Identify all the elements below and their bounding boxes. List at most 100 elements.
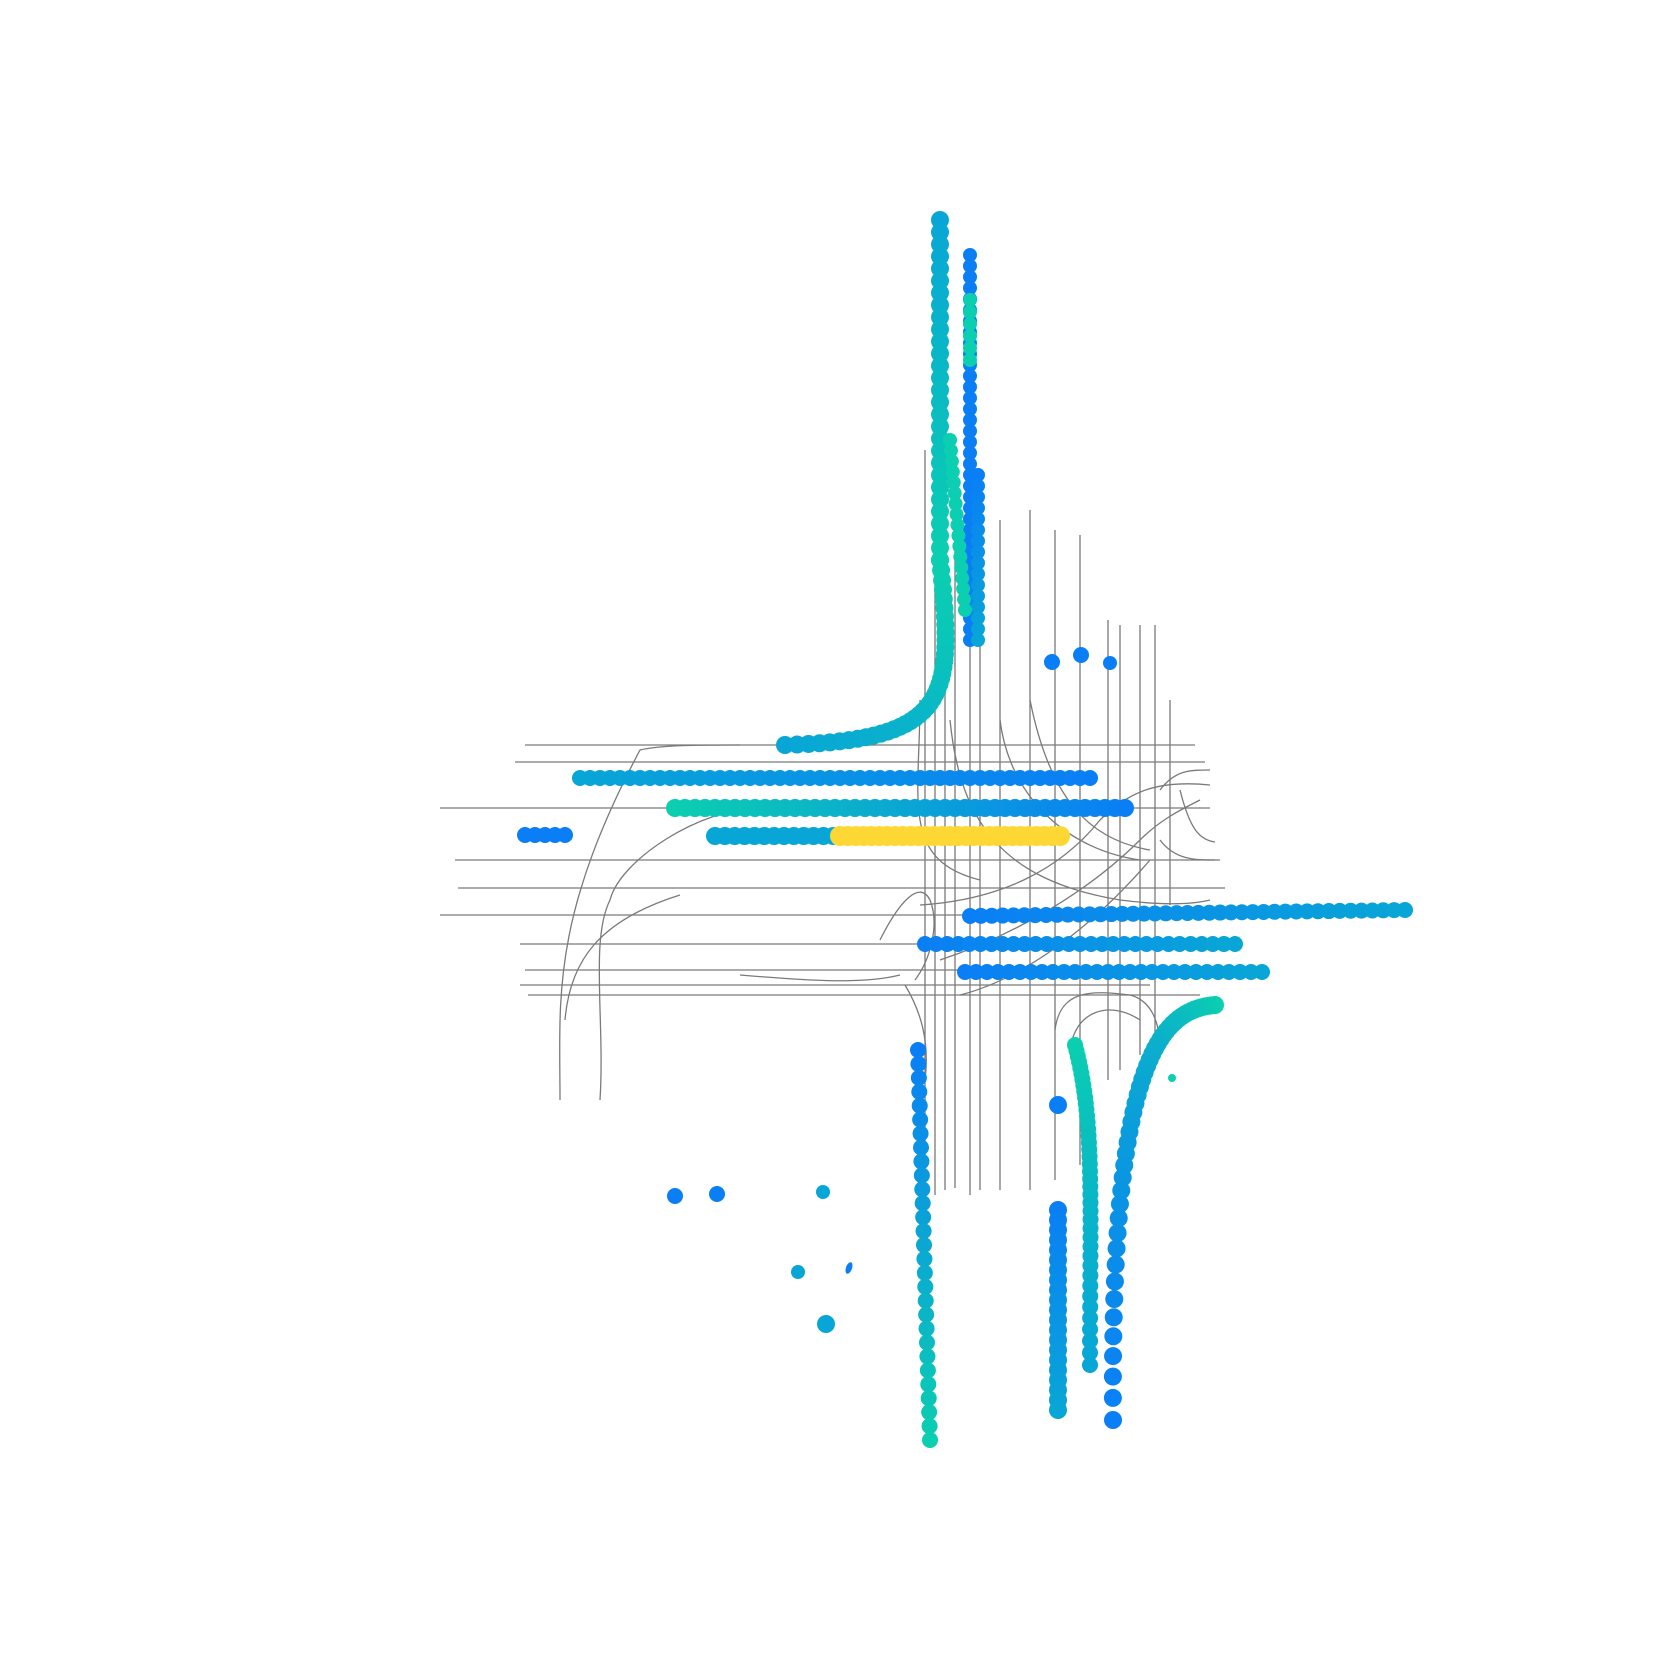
trajectory-point — [916, 1237, 932, 1253]
trajectory-point — [919, 1348, 936, 1365]
trajectory-point — [963, 248, 977, 262]
lane-connector — [1054, 992, 1161, 1051]
trajectory-point — [557, 827, 573, 843]
trajectory-point — [971, 567, 985, 581]
trajectory-point — [928, 936, 945, 952]
trajectory-point — [1056, 964, 1072, 980]
trajectory-point — [1210, 964, 1226, 980]
trajectory-point — [1049, 936, 1066, 952]
trajectory-point — [1067, 964, 1083, 980]
trajectory-point — [963, 317, 977, 331]
trajectory-point — [963, 391, 977, 405]
trajectory-point — [1127, 936, 1144, 952]
trajectory-point — [1166, 964, 1182, 980]
lane-connector — [739, 974, 901, 982]
trajectory-east-row3 — [957, 964, 1270, 980]
trajectory-north-a — [931, 211, 949, 569]
trajectory-point — [963, 424, 977, 438]
trajectory-point — [1082, 1332, 1099, 1349]
trajectory-west-row2 — [666, 799, 1134, 817]
lane-connector — [904, 984, 927, 1081]
trajectory-point — [1103, 1388, 1122, 1407]
static-agent — [817, 1315, 835, 1333]
trajectory-point — [963, 402, 977, 416]
trajectory-point — [912, 1125, 929, 1142]
trajectory-point — [939, 936, 956, 952]
trajectory-point — [1104, 1347, 1123, 1366]
trajectory-point — [919, 1334, 935, 1351]
trajectory-point — [1038, 936, 1055, 952]
trajectory-point — [1221, 964, 1237, 980]
trajectory-point — [1204, 936, 1221, 952]
trajectory-point — [963, 457, 977, 471]
trajectory-point — [971, 556, 985, 570]
trajectory-point — [918, 1320, 935, 1337]
trajectory-point — [950, 936, 967, 952]
lane-connector — [917, 699, 981, 881]
trajectory-point — [1082, 1357, 1098, 1373]
trajectory-point — [1049, 1401, 1067, 1419]
trajectory-point — [919, 1362, 936, 1379]
trajectory-point — [943, 433, 957, 447]
trajectory-east-row2 — [917, 936, 1243, 952]
trajectory-point — [915, 1209, 932, 1226]
trajectory-south-d — [1103, 996, 1224, 1429]
trajectory-point — [1005, 936, 1022, 952]
trajectory-point — [910, 1042, 926, 1058]
trajectory-point — [943, 443, 958, 458]
trajectory-point — [1103, 1367, 1122, 1386]
trajectory-point — [983, 936, 1000, 952]
trajectory-point — [1034, 964, 1050, 980]
trajectory-point — [971, 633, 985, 647]
trajectory-point — [1160, 936, 1177, 952]
lane-connector — [564, 894, 681, 1021]
lane-network — [440, 450, 1235, 1200]
lane-connector — [879, 891, 935, 981]
trajectory-point — [920, 1376, 937, 1393]
trajectory-point — [979, 964, 995, 980]
static-agent — [667, 1188, 683, 1204]
trajectory-point — [963, 341, 977, 355]
trajectory-point — [1045, 964, 1061, 980]
trajectory-point — [954, 560, 969, 575]
trajectory-point — [963, 446, 977, 460]
trajectory-point — [971, 534, 985, 548]
lane-connector — [1179, 789, 1216, 843]
trajectory-point — [913, 1139, 929, 1156]
trajectory-point — [911, 1083, 928, 1100]
trajectory-point — [1089, 964, 1105, 980]
trajectory-point — [1105, 1290, 1124, 1309]
trajectory-point — [971, 545, 985, 559]
trajectory-point — [1104, 1411, 1122, 1429]
trajectory-point — [921, 1418, 938, 1435]
trajectory-point — [963, 353, 977, 367]
trajectory-point — [1100, 964, 1116, 980]
trajectory-north-b-seg — [963, 293, 977, 367]
trajectory-point — [944, 454, 959, 469]
trajectory-point — [1116, 936, 1133, 952]
trajectory-point — [1254, 964, 1270, 980]
trajectory-point — [952, 539, 967, 554]
trajectory-point — [1050, 826, 1070, 846]
trajectory-point — [971, 468, 985, 482]
trajectory-point — [990, 964, 1006, 980]
trajectory-point — [1082, 1344, 1099, 1361]
trajectory-point — [1243, 964, 1259, 980]
trajectory-point — [971, 578, 985, 592]
trajectory-point — [1397, 902, 1413, 918]
trajectory-point — [1232, 964, 1248, 980]
lane-connector — [1159, 769, 1211, 791]
trajectory-point — [971, 523, 985, 537]
trajectory-point — [971, 479, 985, 493]
trajectory-point — [1106, 1255, 1125, 1274]
trajectory-north-turn — [776, 551, 955, 754]
trajectory-point — [994, 936, 1011, 952]
trajectory-point — [949, 507, 964, 522]
trajectory-point — [1193, 936, 1210, 952]
trajectory-point — [1082, 1321, 1099, 1338]
static-agents — [667, 647, 1176, 1333]
trajectory-point — [946, 475, 961, 490]
trajectory-point — [958, 603, 972, 617]
trajectory-point — [968, 964, 984, 980]
